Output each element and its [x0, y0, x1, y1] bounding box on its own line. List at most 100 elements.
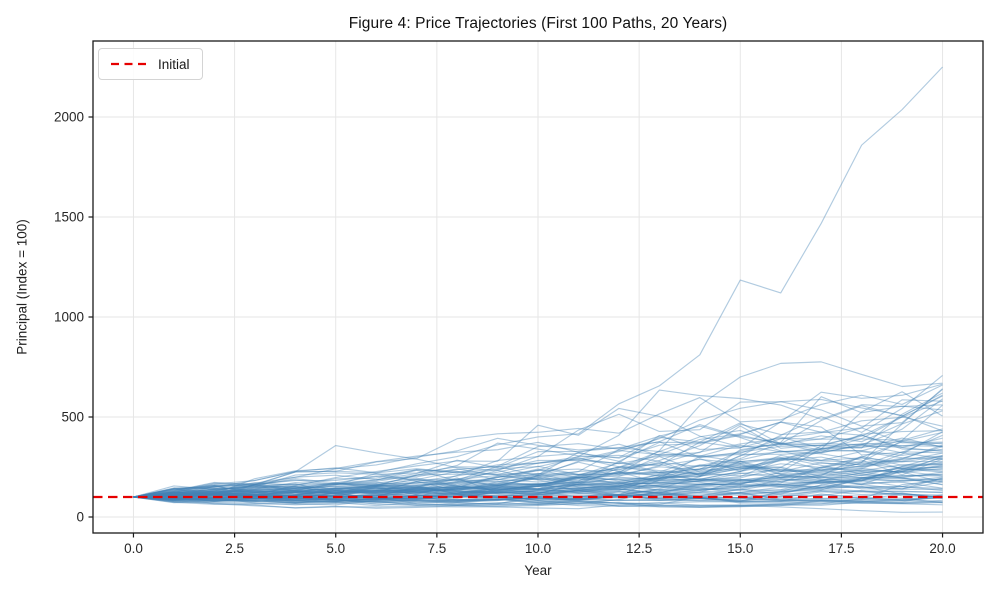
price-path [133, 480, 943, 504]
chart-title: Figure 4: Price Trajectories (First 100 … [348, 15, 728, 32]
price-path [133, 425, 943, 498]
price-path [133, 453, 943, 498]
y-tick-label: 500 [61, 410, 84, 425]
price-path [133, 494, 943, 504]
price-path [133, 442, 943, 498]
price-path [133, 455, 943, 499]
price-path [133, 431, 943, 498]
price-path [133, 476, 943, 502]
price-path [133, 496, 943, 508]
price-path [133, 451, 943, 498]
price-paths-group [133, 66, 943, 513]
x-tick-label: 17.5 [828, 541, 854, 556]
price-path [133, 389, 943, 502]
price-path [133, 469, 943, 498]
price-path [133, 490, 943, 509]
y-tick-label: 2000 [54, 110, 84, 125]
price-path [133, 416, 943, 498]
price-path [133, 410, 943, 501]
price-path [133, 477, 943, 501]
price-path [133, 488, 943, 504]
price-path [133, 489, 943, 507]
price-path [133, 441, 943, 506]
y-tick-label: 0 [76, 510, 84, 525]
price-path [133, 474, 943, 500]
price-path [133, 483, 943, 505]
price-path [133, 487, 943, 501]
price-path [133, 491, 943, 508]
price-path [133, 374, 943, 498]
legend-label: Initial [158, 56, 190, 72]
price-path [133, 407, 943, 498]
price-path [133, 478, 943, 506]
price-path [133, 473, 943, 504]
price-path [133, 471, 943, 503]
price-path [133, 489, 943, 504]
price-path [133, 437, 943, 498]
price-path [133, 463, 943, 500]
legend: Initial [98, 48, 203, 80]
price-path [133, 466, 943, 503]
price-path [133, 496, 943, 507]
price-path [133, 477, 943, 505]
price-path [133, 427, 943, 498]
price-path [133, 446, 943, 498]
price-path [133, 384, 943, 498]
price-path [133, 423, 943, 498]
price-path [133, 444, 943, 500]
price-path [133, 494, 943, 513]
price-path [133, 394, 943, 499]
price-path [133, 66, 943, 498]
price-path [133, 452, 943, 501]
y-tick-label: 1500 [54, 210, 84, 225]
price-path [133, 491, 943, 506]
price-path [133, 440, 943, 498]
price-path [133, 478, 943, 499]
x-axis-label: Year [524, 563, 552, 578]
price-path [133, 477, 943, 498]
price-path [133, 457, 943, 498]
price-path [133, 434, 943, 500]
price-path [133, 392, 943, 501]
price-path [133, 361, 943, 498]
x-tick-label: 0.0 [124, 541, 143, 556]
price-path [133, 483, 943, 501]
price-path [133, 428, 943, 503]
x-tick-label: 7.5 [427, 541, 446, 556]
price-path [133, 462, 943, 503]
legend-dashed-line-icon [111, 62, 147, 66]
price-path [133, 383, 943, 498]
price-path [133, 486, 943, 503]
price-path [133, 456, 943, 499]
price-path [133, 455, 943, 500]
x-tick-label: 2.5 [225, 541, 244, 556]
price-path [133, 465, 943, 499]
price-path [133, 424, 943, 498]
price-path [133, 400, 943, 498]
price-path [133, 398, 943, 498]
price-path [133, 466, 943, 502]
price-path [133, 460, 943, 500]
price-path [133, 450, 943, 498]
price-path [133, 489, 943, 506]
price-path [133, 468, 943, 504]
price-path [133, 488, 943, 508]
price-path [133, 466, 943, 501]
price-path [133, 464, 943, 498]
price-path [133, 496, 943, 510]
price-path [133, 388, 943, 498]
price-path [133, 462, 943, 498]
price-path [133, 457, 943, 498]
price-path [133, 474, 943, 502]
price-path [133, 404, 943, 498]
price-path [133, 456, 943, 501]
x-tick-label: 10.0 [525, 541, 551, 556]
price-path [133, 450, 943, 501]
price-path [133, 494, 943, 507]
price-path [133, 461, 943, 503]
price-path [133, 454, 943, 498]
x-tick-label: 15.0 [727, 541, 753, 556]
price-path [133, 479, 943, 501]
